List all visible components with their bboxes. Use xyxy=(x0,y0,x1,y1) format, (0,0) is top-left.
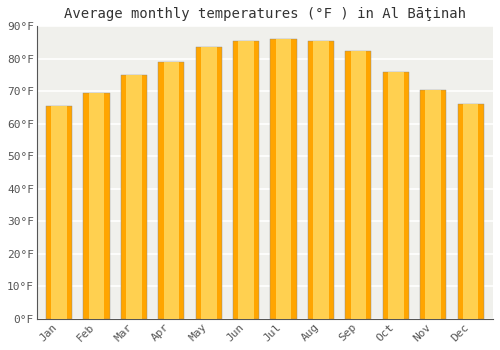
Title: Average monthly temperatures (°F ) in Al Bāţinah: Average monthly temperatures (°F ) in Al… xyxy=(64,7,466,21)
Bar xyxy=(164,62,179,319)
Bar xyxy=(270,39,296,319)
Bar xyxy=(388,72,404,319)
Bar xyxy=(308,41,334,319)
Bar xyxy=(458,104,483,319)
Bar xyxy=(121,75,147,319)
Bar xyxy=(426,90,441,319)
Bar xyxy=(313,41,329,319)
Bar xyxy=(350,51,366,319)
Bar xyxy=(346,51,372,319)
Bar xyxy=(158,62,184,319)
Bar xyxy=(233,41,260,319)
Bar xyxy=(84,93,110,319)
Bar xyxy=(238,41,254,319)
Bar xyxy=(88,93,104,319)
Bar xyxy=(463,104,478,319)
Bar xyxy=(46,106,72,319)
Bar xyxy=(52,106,67,319)
Bar xyxy=(201,47,216,319)
Bar xyxy=(382,72,409,319)
Bar xyxy=(196,47,222,319)
Bar xyxy=(420,90,446,319)
Bar xyxy=(276,39,291,319)
Bar xyxy=(126,75,142,319)
